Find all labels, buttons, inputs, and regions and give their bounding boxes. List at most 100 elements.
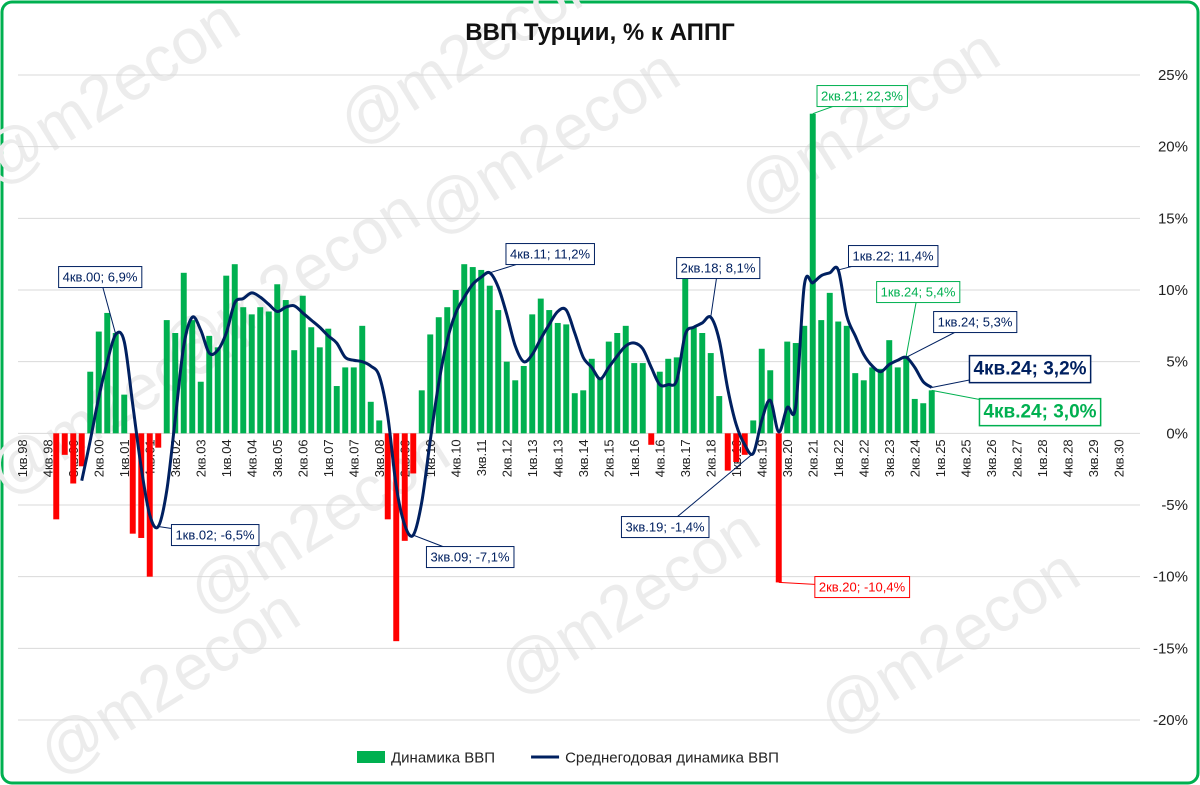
bar bbox=[775, 433, 782, 583]
annotation: 2кв.20; -10,4% bbox=[819, 580, 906, 595]
annotation: 1кв.02; -6,5% bbox=[175, 528, 255, 543]
bar bbox=[571, 393, 578, 434]
annotation: 3кв.09; -7,1% bbox=[430, 550, 510, 565]
annotation: 4кв.24; 3,0% bbox=[983, 402, 1096, 423]
bar bbox=[894, 367, 901, 434]
x-tick-label: 4кв.07 bbox=[346, 439, 361, 477]
bar bbox=[444, 307, 451, 434]
bar bbox=[605, 341, 612, 434]
bar bbox=[877, 368, 884, 434]
y-tick-label: 20% bbox=[1158, 139, 1188, 156]
bar bbox=[792, 343, 799, 434]
bar bbox=[469, 267, 476, 434]
x-tick-label: 4кв.98 bbox=[40, 439, 55, 477]
bar bbox=[724, 433, 731, 471]
bar bbox=[656, 371, 663, 434]
y-tick-label: -5% bbox=[1161, 497, 1188, 514]
bar bbox=[138, 433, 145, 538]
bar bbox=[299, 295, 306, 434]
bar bbox=[146, 433, 153, 577]
x-tick-label: 3кв.05 bbox=[270, 439, 285, 477]
x-tick-label: 3кв.20 bbox=[780, 439, 795, 477]
annotation: 4кв.11; 11,2% bbox=[510, 247, 590, 262]
annotation: 1кв.24; 5,3% bbox=[938, 315, 1013, 330]
bar bbox=[61, 433, 68, 455]
x-tick-label: 2кв.30 bbox=[1111, 439, 1126, 477]
bar bbox=[580, 390, 587, 434]
x-tick-label: 2кв.21 bbox=[805, 439, 820, 477]
bar bbox=[707, 353, 714, 434]
bar bbox=[418, 390, 425, 434]
bar bbox=[248, 314, 255, 434]
x-tick-label: 4кв.04 bbox=[244, 439, 259, 477]
annotation-box bbox=[814, 576, 911, 599]
bar bbox=[393, 433, 400, 642]
bar bbox=[172, 333, 179, 434]
y-tick-label: 15% bbox=[1158, 210, 1188, 227]
x-tick-label: 3кв.14 bbox=[576, 439, 591, 477]
x-tick-label: 2кв.12 bbox=[499, 439, 514, 477]
annotation: 2кв.18; 8,1% bbox=[681, 261, 756, 276]
bar bbox=[155, 433, 162, 448]
bar bbox=[452, 290, 459, 434]
annotation-box bbox=[170, 524, 260, 547]
bar bbox=[622, 325, 629, 434]
bar bbox=[104, 312, 111, 434]
bar bbox=[121, 394, 128, 434]
bar bbox=[333, 386, 340, 434]
x-tick-label: 2кв.03 bbox=[193, 439, 208, 477]
bar bbox=[53, 433, 60, 520]
bar bbox=[274, 284, 281, 434]
bar bbox=[410, 433, 417, 474]
annotation-box bbox=[58, 266, 143, 289]
bar bbox=[282, 300, 289, 434]
bar bbox=[520, 365, 527, 434]
x-tick-label: 1кв.04 bbox=[219, 439, 234, 477]
annotation: 1кв.22; 11,4% bbox=[852, 249, 933, 264]
bar bbox=[529, 314, 536, 434]
bar bbox=[784, 341, 791, 434]
annotation-box bbox=[876, 281, 961, 304]
bar bbox=[920, 403, 927, 434]
bar bbox=[112, 333, 119, 434]
legend-swatch bbox=[357, 751, 385, 763]
x-tick-label: 3кв.23 bbox=[882, 439, 897, 477]
bar bbox=[809, 113, 816, 434]
bar bbox=[903, 355, 910, 434]
bar bbox=[639, 363, 646, 434]
x-tick-label: 1кв.16 bbox=[627, 439, 642, 477]
bar bbox=[869, 367, 876, 434]
bar bbox=[78, 433, 85, 467]
bar bbox=[486, 285, 493, 434]
bar bbox=[588, 358, 595, 434]
annotation-box bbox=[676, 257, 761, 280]
x-tick-label: 1кв.07 bbox=[321, 439, 336, 477]
bar bbox=[563, 324, 570, 434]
annotation-box bbox=[620, 516, 710, 539]
bar bbox=[223, 275, 230, 434]
x-tick-label: 2кв.27 bbox=[1009, 439, 1024, 477]
bar bbox=[928, 390, 935, 434]
bar bbox=[733, 433, 740, 462]
x-tick-label: 3кв.29 bbox=[1086, 439, 1101, 477]
x-tick-label: 4кв.13 bbox=[550, 439, 565, 477]
bar bbox=[648, 433, 655, 445]
bar bbox=[554, 322, 561, 434]
x-tick-label: 1кв.28 bbox=[1035, 439, 1050, 477]
x-tick-label: 4кв.28 bbox=[1060, 439, 1075, 477]
annotation-box bbox=[425, 546, 515, 569]
y-tick-label: 25% bbox=[1158, 67, 1188, 84]
bar bbox=[512, 380, 519, 434]
bar bbox=[860, 380, 867, 434]
bar bbox=[257, 307, 264, 434]
y-tick-label: -10% bbox=[1153, 569, 1188, 586]
bar bbox=[376, 420, 383, 434]
x-tick-label: 4кв.16 bbox=[652, 439, 667, 477]
x-tick-label: 1кв.25 bbox=[933, 439, 948, 477]
y-tick-label: 5% bbox=[1166, 354, 1188, 371]
bar bbox=[427, 334, 434, 434]
x-tick-label: 3кв.08 bbox=[372, 439, 387, 477]
bar bbox=[87, 371, 94, 434]
x-tick-label: 1кв.98 bbox=[15, 439, 30, 477]
bar bbox=[478, 269, 485, 434]
